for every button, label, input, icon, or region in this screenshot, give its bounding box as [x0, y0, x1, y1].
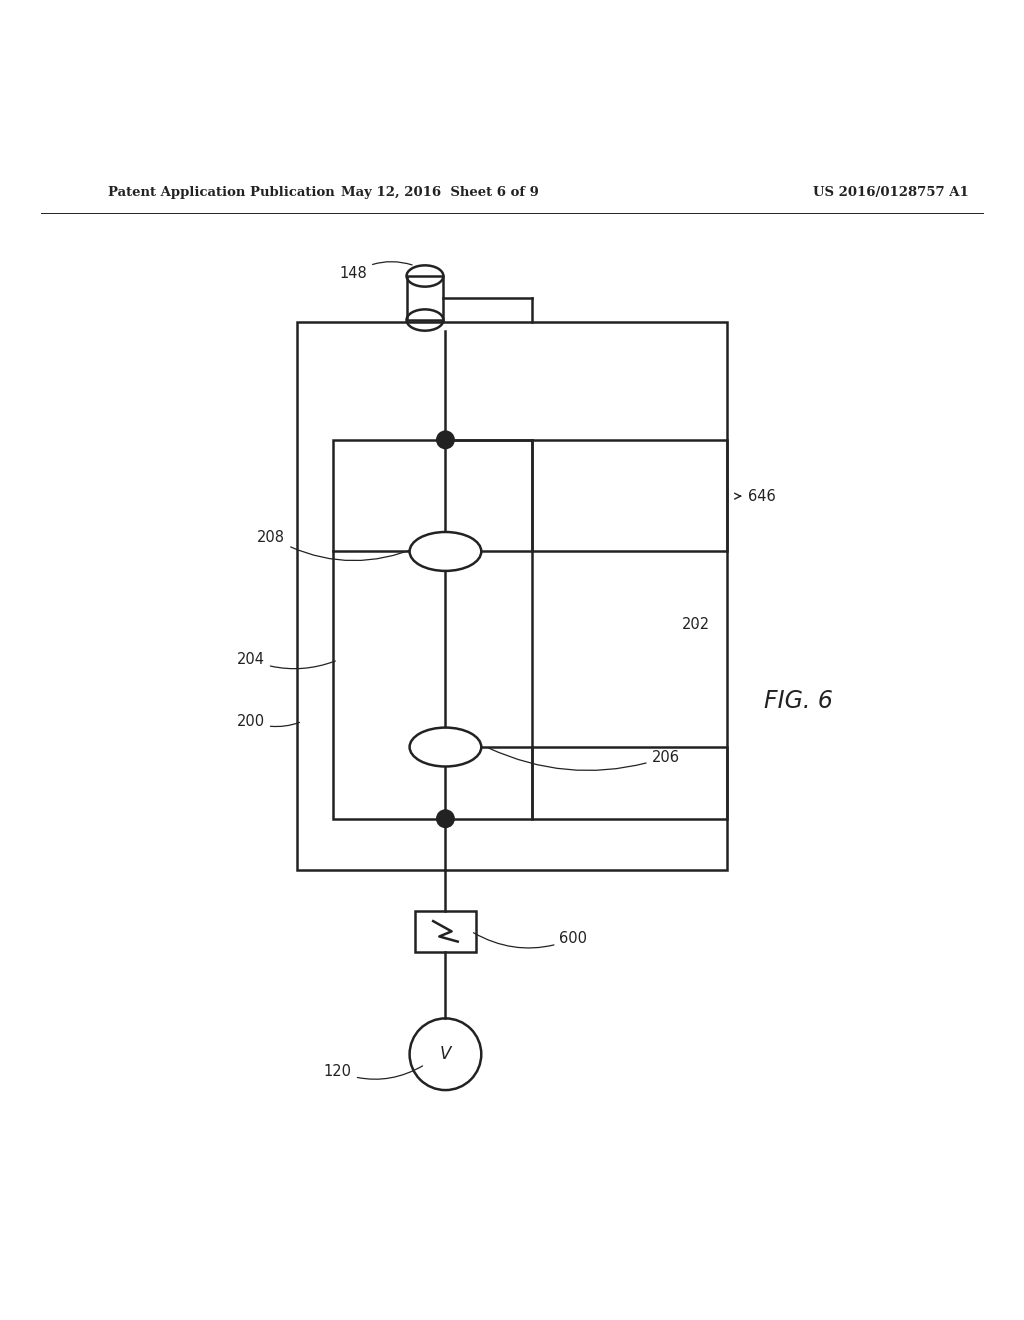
Text: 206: 206 — [488, 748, 680, 771]
Ellipse shape — [410, 532, 481, 572]
Text: 200: 200 — [237, 714, 299, 729]
Bar — [532, 747, 727, 818]
Circle shape — [437, 810, 454, 826]
Text: V: V — [439, 1045, 452, 1063]
Bar — [333, 440, 532, 818]
Bar — [415, 911, 476, 952]
Bar — [407, 276, 443, 319]
Text: 208: 208 — [257, 529, 417, 561]
Text: 204: 204 — [237, 652, 335, 669]
Text: FIG. 6: FIG. 6 — [764, 689, 834, 713]
Text: 600: 600 — [473, 931, 588, 948]
Text: 148: 148 — [339, 261, 412, 281]
Ellipse shape — [410, 727, 481, 767]
Text: May 12, 2016  Sheet 6 of 9: May 12, 2016 Sheet 6 of 9 — [341, 186, 540, 198]
Text: Patent Application Publication: Patent Application Publication — [108, 186, 334, 198]
Text: 202: 202 — [682, 616, 711, 632]
Text: 646: 646 — [734, 488, 775, 504]
Bar — [532, 440, 727, 552]
Bar — [297, 322, 727, 870]
Text: US 2016/0128757 A1: US 2016/0128757 A1 — [813, 186, 969, 198]
Circle shape — [437, 432, 454, 447]
Text: 120: 120 — [324, 1064, 423, 1080]
